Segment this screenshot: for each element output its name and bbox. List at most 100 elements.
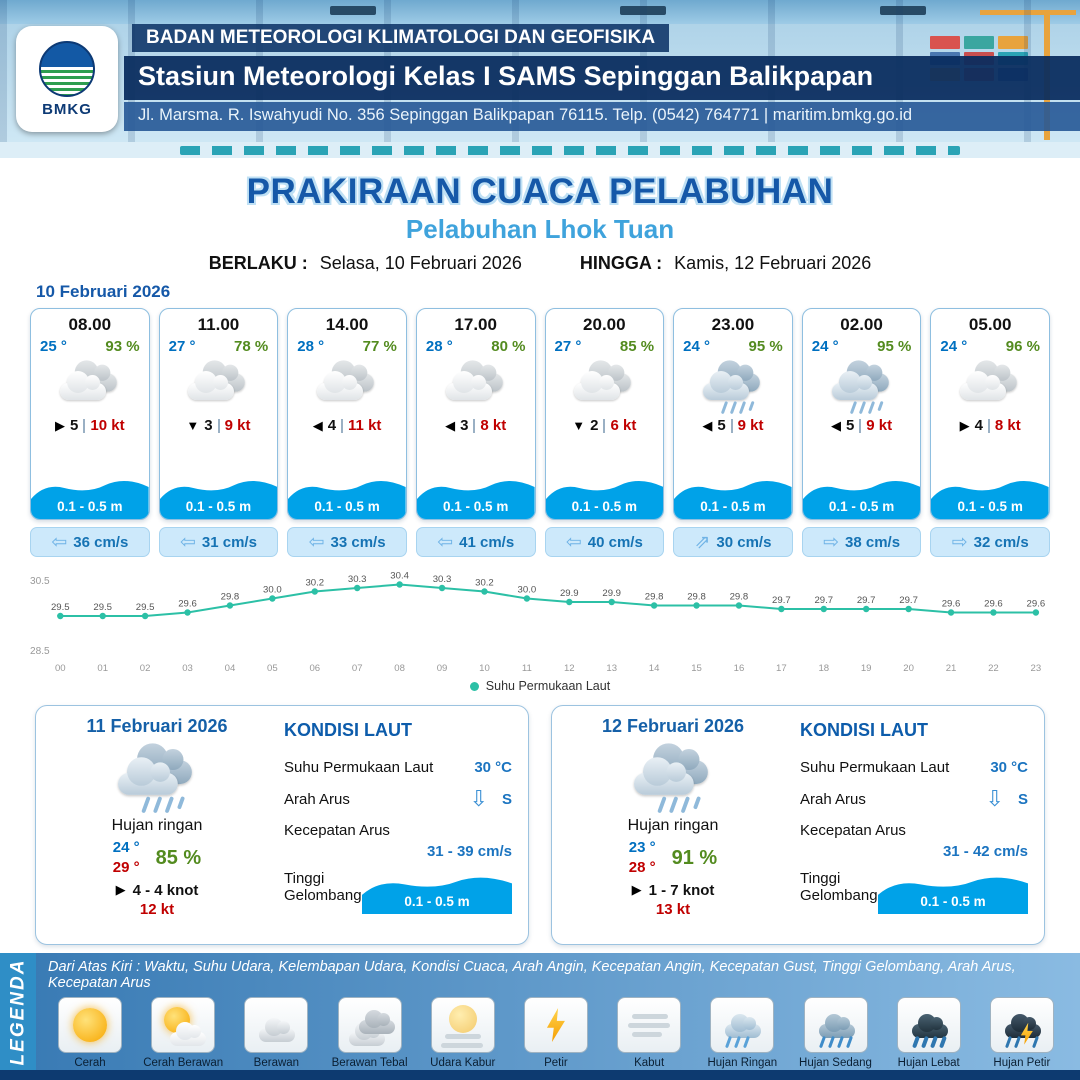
svg-text:22: 22 xyxy=(988,663,999,674)
daily-humidity: 85 % xyxy=(155,846,202,869)
daily-card: 12 Februari 2026 Hujan ringan 23 ° 28 ° … xyxy=(551,705,1045,945)
legend-label: Hujan Petir xyxy=(993,1057,1051,1069)
daily-weather-icon xyxy=(624,740,723,815)
svg-text:29.7: 29.7 xyxy=(857,595,876,606)
wave-height: 0.1 - 0.5 m xyxy=(404,894,470,909)
temperature: 28 ° xyxy=(425,338,453,355)
weather-icon xyxy=(438,358,514,416)
svg-text:29.7: 29.7 xyxy=(814,595,833,606)
svg-text:00: 00 xyxy=(55,663,66,674)
wave-height: 0.1 - 0.5 m xyxy=(828,499,895,514)
daily-weather-icon xyxy=(108,740,207,815)
wave-height: 0.1 - 0.5 m xyxy=(571,499,637,514)
daily-wind: 4 - 4 knot xyxy=(132,881,199,899)
wind-direction-icon: ◀ xyxy=(830,417,841,433)
wind-speed: 5 xyxy=(845,417,855,434)
svg-text:30.0: 30.0 xyxy=(518,585,537,596)
svg-text:06: 06 xyxy=(309,663,320,674)
svg-text:19: 19 xyxy=(861,663,872,674)
hourly-forecast: 08.00 25 ° 93 % ▶ 5 10 kt 0.1 - 0.5 m ⇦ 36 c… xyxy=(0,302,1080,557)
svg-text:02: 02 xyxy=(140,663,151,674)
weather-icon xyxy=(695,358,771,416)
current-direction-icon: ⇨ xyxy=(951,531,968,553)
wave-height-band: 0.1 - 0.5 m xyxy=(674,473,792,519)
current-speed-label: Kecepatan Arus xyxy=(284,822,390,839)
weather-icon xyxy=(824,358,900,416)
wave-height-label: Tinggi Gelombang xyxy=(284,870,362,904)
weather-icon xyxy=(180,358,256,416)
temperature: 25 ° xyxy=(40,338,67,355)
forecast-time: 05.00 xyxy=(968,315,1012,334)
wind-direction-icon: ◀ xyxy=(312,417,323,433)
forecast-card: 11.00 27 ° 78 % ▼ 3 9 kt 0.1 - 0.5 m ⇦ 31 cm… xyxy=(158,308,279,557)
svg-text:08: 08 xyxy=(394,663,405,674)
svg-text:30.3: 30.3 xyxy=(433,574,452,585)
svg-text:21: 21 xyxy=(946,663,957,674)
daily-wind: 1 - 7 knot xyxy=(648,881,715,899)
weather-icon xyxy=(309,358,385,416)
wave-height-label: Tinggi Gelombang xyxy=(800,870,878,904)
sea-conditions-title: KONDISI LAUT xyxy=(800,720,928,740)
legend-label: Berawan xyxy=(253,1057,300,1069)
legend-item: Udara Kabur xyxy=(419,997,507,1069)
wave-height-band: 0.1 - 0.5 m xyxy=(931,473,1049,519)
svg-text:12: 12 xyxy=(564,663,575,674)
legend-label: Hujan Ringan xyxy=(707,1057,778,1069)
current-direction-icon: ⇦ xyxy=(51,531,68,553)
current-speed: 36 cm/s xyxy=(73,533,129,551)
svg-text:29.5: 29.5 xyxy=(93,602,112,613)
forecast-time: 08.00 xyxy=(68,315,112,334)
current-speed-value: 31 - 39 cm/s xyxy=(426,843,512,860)
wind-direction-icon: ▶ xyxy=(55,417,66,433)
agency-name: BADAN METEOROLOGI KLIMATOLOGI DAN GEOFIS… xyxy=(132,24,670,52)
legend-title: LEGENDA xyxy=(0,953,36,1071)
sst-chart-section: 29.5 00 29.5 01 29.5 02 29.6 03 29.8 04 30.0 05 30.2… xyxy=(0,557,1080,693)
wind-speed: 3 xyxy=(460,417,469,434)
current-speed-box: ⇗ 30 cm/s xyxy=(673,527,793,557)
daily-condition: Hujan ringan xyxy=(627,817,719,834)
petir-icon xyxy=(523,997,588,1053)
current-direction-icon: ⇦ xyxy=(308,531,325,553)
svg-text:29.8: 29.8 xyxy=(645,592,664,603)
daily-condition: Hujan ringan xyxy=(111,817,203,834)
wave-height-band: 0.1 - 0.5 m xyxy=(288,473,406,519)
current-speed-label: Kecepatan Arus xyxy=(800,822,906,839)
current-speed-value: 31 - 42 cm/s xyxy=(942,843,1028,860)
legend-label: Cerah Berawan xyxy=(143,1057,224,1069)
legend-item: Hujan Ringan xyxy=(698,997,786,1069)
legend-label: Udara Kabur xyxy=(430,1057,496,1069)
current-direction-icon: ⇦ xyxy=(565,531,582,553)
page-title: PRAKIRAAN CUACA PELABUHAN xyxy=(246,172,834,211)
wind-gust: 9 kt xyxy=(737,417,764,434)
sst-value: 30 °C xyxy=(990,759,1028,776)
wind-gust: 10 kt xyxy=(90,417,125,434)
bmkg-logo-text: BMKG xyxy=(42,100,92,118)
svg-text:18: 18 xyxy=(818,663,829,674)
hujan-ringan-icon xyxy=(710,997,775,1053)
current-speed-box: ⇦ 33 cm/s xyxy=(287,527,407,557)
forecast-card: 20.00 27 ° 85 % ▼ 2 6 kt 0.1 - 0.5 m ⇦ 40 cm… xyxy=(544,308,665,557)
humidity: 95 % xyxy=(877,338,912,355)
bmkg-logo: BMKG xyxy=(16,26,118,132)
svg-text:29.6: 29.6 xyxy=(178,599,197,610)
wind-gust: 6 kt xyxy=(610,417,637,434)
svg-text:17: 17 xyxy=(776,663,787,674)
svg-text:29.7: 29.7 xyxy=(772,595,791,606)
wave-height: 0.1 - 0.5 m xyxy=(443,499,509,514)
legend-item: Kabut xyxy=(605,997,693,1069)
current-direction: S xyxy=(501,790,512,808)
hujan-lebat-icon xyxy=(896,997,961,1053)
legend-label: Petir xyxy=(544,1057,568,1069)
humidity: 80 % xyxy=(491,338,526,355)
humidity: 96 % xyxy=(1005,338,1040,355)
hujan-sedang-icon xyxy=(803,997,868,1053)
svg-text:20: 20 xyxy=(903,663,914,674)
wind-direction-icon: ▼ xyxy=(186,418,200,433)
wave-height-band: 0.1 - 0.5 m xyxy=(416,473,535,519)
weather-icon xyxy=(52,358,128,416)
svg-text:29.8: 29.8 xyxy=(687,592,706,603)
wind-speed: 5 xyxy=(70,417,79,434)
forecast-time: 17.00 xyxy=(454,315,497,334)
daily-gust: 12 kt xyxy=(139,900,175,918)
svg-text:04: 04 xyxy=(225,663,236,674)
